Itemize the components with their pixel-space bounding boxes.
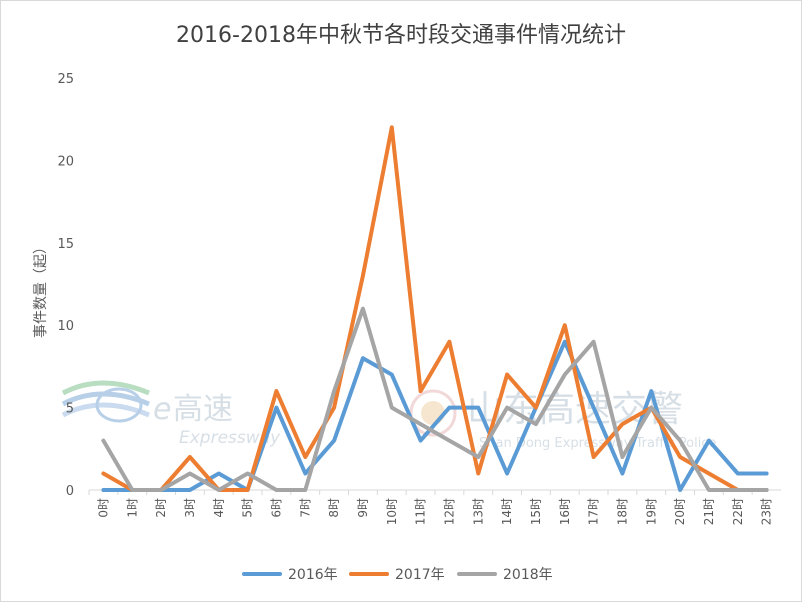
x-tick-label: 6时 (269, 498, 283, 518)
x-tick-label: 3时 (183, 498, 197, 518)
x-tick-label: 16时 (558, 498, 572, 525)
x-tick-label: 15时 (529, 498, 543, 525)
x-axis-ticks: 0时 1时 2时 3时 4时 5时 6时 7时 8时 9时 10时 11时 12时 13时 14时 15时 16… (88, 490, 774, 525)
x-tick-label: 19时 (644, 498, 658, 525)
x-tick-label: 21时 (702, 498, 716, 525)
x-tick-label: 11时 (414, 498, 428, 525)
x-tick-label: 7时 (298, 498, 312, 518)
x-tick-label: 9时 (356, 498, 370, 518)
legend-label: 2018年 (503, 567, 553, 583)
x-tick-label: 10时 (385, 498, 399, 525)
legend-label: 2017年 (395, 567, 445, 583)
x-tick-label: 14时 (500, 498, 514, 525)
series-layer (101, 125, 769, 492)
x-tick-label: 4时 (212, 498, 226, 518)
x-tick-label: 2时 (154, 498, 168, 518)
y-tick-label: 0 (66, 484, 74, 499)
svg-text:e: e (153, 392, 171, 427)
x-tick-label: 8时 (327, 498, 341, 518)
expressway-logo-text: 高速 (173, 392, 233, 427)
y-tick-label: 5 (66, 402, 74, 417)
x-tick-label: 17时 (587, 498, 601, 525)
series-line-1 (101, 339, 769, 492)
y-axis-label: 事件数量（起） (33, 240, 49, 338)
legend: 2016年 2017年 2018年 (242, 567, 553, 583)
x-tick-label: 0时 (96, 498, 110, 518)
chart-title: 2016-2018年中秋节各时段交通事件情况统计 (176, 23, 626, 48)
x-tick-label: 13时 (471, 498, 485, 525)
expressway-logo: e 高速 Expressway (61, 380, 281, 448)
series-line-3 (101, 306, 769, 492)
x-tick-label: 12时 (442, 498, 456, 525)
x-tick-label: 20时 (673, 498, 687, 525)
y-tick-label: 25 (57, 72, 74, 87)
y-tick-label: 15 (57, 237, 74, 252)
x-tick-label: 1时 (125, 498, 139, 518)
y-tick-label: 20 (57, 154, 74, 169)
police-logo-subtext: Shan Dong Expressway Traffic Police (479, 436, 717, 451)
x-tick-label: 22时 (731, 498, 745, 525)
legend-label: 2016年 (288, 567, 338, 583)
x-tick-label: 18时 (615, 498, 629, 525)
expressway-logo-subtext: Expressway (179, 428, 281, 448)
y-axis-ticks: 0 5 10 15 20 25 (57, 72, 74, 499)
x-tick-label: 5时 (241, 498, 255, 518)
x-tick-label: 23时 (760, 498, 774, 525)
y-tick-label: 10 (57, 319, 74, 334)
